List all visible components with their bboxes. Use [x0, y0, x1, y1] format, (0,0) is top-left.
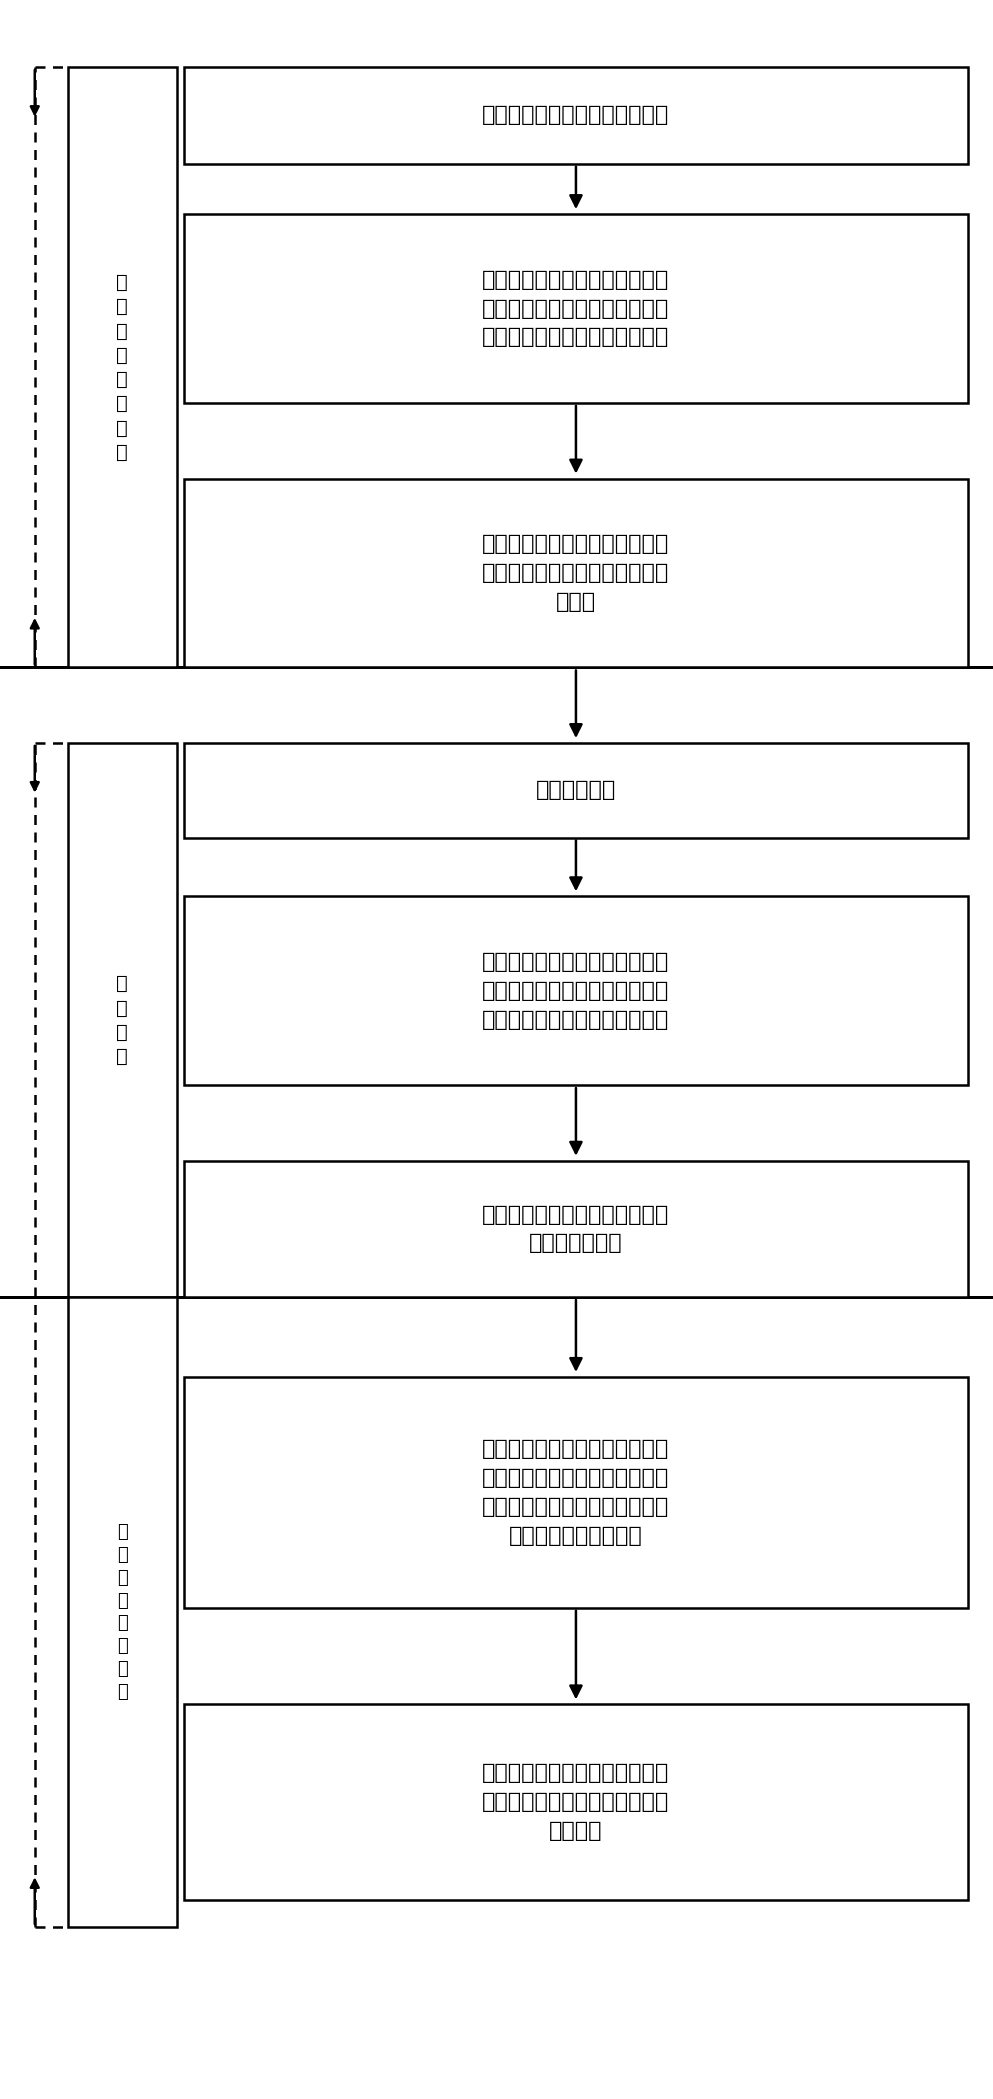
Text: 通信模块将负荷识别结果以及设
备的电压、电流、有功功率、功
率因数、频率、累计耗电量等用
电信息上传到控制中心: 通信模块将负荷识别结果以及设 备的电压、电流、有功功率、功 率因数、频率、累计耗… — [483, 1440, 669, 1545]
Bar — [184, 1377, 968, 1608]
Bar — [184, 896, 968, 1085]
Text: 端
口
负
荷
智
能
感
知: 端 口 负 荷 智 能 感 知 — [117, 1524, 127, 1700]
Bar — [68, 743, 177, 1297]
Bar — [184, 1704, 968, 1900]
Bar — [184, 67, 968, 164]
Text: 控制中心进行负荷特征提取，建
立负荷特征库，并发送到各接口
控制器: 控制中心进行负荷特征提取，建 立负荷特征库，并发送到各接口 控制器 — [483, 535, 669, 611]
Text: 控制中心根据负荷识别结果及用
电信息进行电力设备工况分析及
故障监测: 控制中心根据负荷识别结果及用 电信息进行电力设备工况分析及 故障监测 — [483, 1763, 669, 1841]
Bar — [68, 1297, 177, 1927]
Text: 负
荷
识
别: 负 荷 识 别 — [116, 974, 128, 1066]
Text: 预先将电力设备接入对应的接口: 预先将电力设备接入对应的接口 — [483, 105, 669, 126]
Bar — [184, 1161, 968, 1297]
Bar — [184, 214, 968, 403]
Bar — [68, 67, 177, 667]
Bar — [184, 743, 968, 838]
Text: 信息采集单元实时采集电力设备
的电压、电流、有功功率、功率
因数、频率、累计耗电量等信息: 信息采集单元实时采集电力设备 的电压、电流、有功功率、功率 因数、频率、累计耗电… — [483, 271, 669, 346]
Text: 控制器利用负荷识别算法程序识
别待测负荷类型: 控制器利用负荷识别算法程序识 别待测负荷类型 — [483, 1205, 669, 1253]
Bar — [184, 479, 968, 667]
Text: 负
荷
特
征
库
的
建
立: 负 荷 特 征 库 的 建 立 — [116, 273, 128, 462]
Text: 电力设备接入: 电力设备接入 — [536, 781, 616, 800]
Text: 信息采集单元实时采集电力设备
的电压、电流、有功功率、功率
因数、频率、累计耗电量等信息: 信息采集单元实时采集电力设备 的电压、电流、有功功率、功率 因数、频率、累计耗电… — [483, 953, 669, 1029]
